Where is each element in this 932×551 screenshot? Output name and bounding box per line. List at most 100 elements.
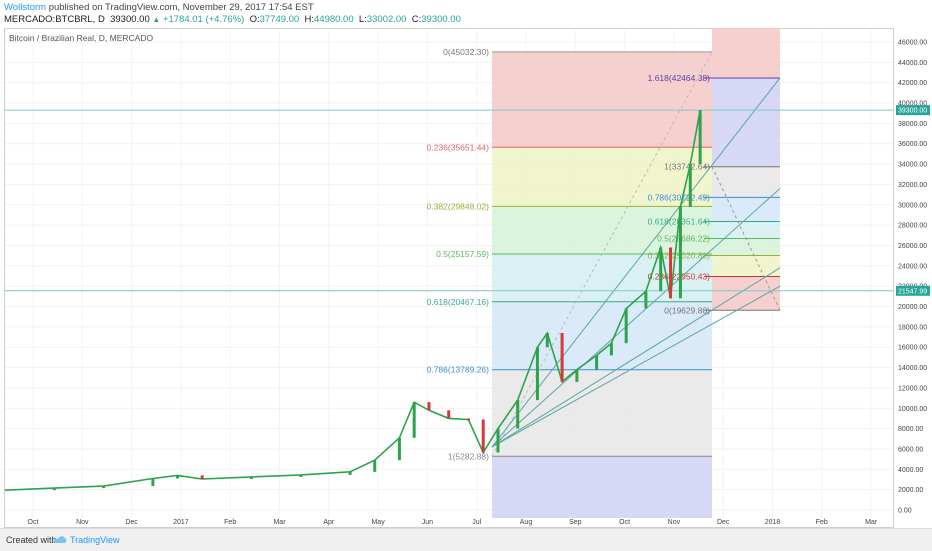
ohlc-bar: MERCADO:BTCBRL, D 39300.00 ▲ +1784.01 (+…	[4, 14, 461, 25]
created-with-text: Created with	[6, 535, 57, 545]
footer: Created with TradingView	[0, 528, 932, 551]
candle	[151, 478, 155, 487]
symbol-label: MERCADO:BTCBRL, D	[4, 14, 105, 25]
fib-extension-label: 0(19629.80)	[664, 305, 710, 315]
y-tick-label: 36000.00	[898, 141, 927, 148]
y-tick-label: 18000.00	[898, 324, 927, 331]
open-label: O:	[249, 14, 260, 25]
candle	[609, 343, 613, 356]
y-tick-label: 34000.00	[898, 162, 927, 169]
price-axis-tag	[896, 105, 930, 116]
y-tick-label: 2000.00	[898, 487, 923, 494]
low-label: L:	[358, 14, 367, 25]
candle	[52, 488, 56, 491]
price-axis-tag	[896, 285, 930, 296]
x-tick-label: 2017	[173, 519, 189, 526]
x-tick-label: Oct	[619, 519, 630, 526]
y-tick-label: 38000.00	[898, 121, 927, 128]
up-arrow-icon: ▲	[152, 15, 161, 24]
candle	[348, 471, 352, 475]
fib-retracement-zone	[492, 51, 712, 148]
fib-trend-line	[491, 51, 713, 457]
candle	[595, 355, 599, 370]
x-tick-label: Feb	[224, 519, 236, 526]
fib-extension-label: 0.5(26686.22)	[657, 233, 710, 243]
x-tick-label: Jun	[422, 519, 433, 526]
x-tick-label: Jul	[472, 519, 481, 526]
x-tick-label: Dec	[717, 519, 730, 526]
fib-retracement-zone	[492, 301, 712, 370]
candle	[496, 428, 500, 453]
fib-extension-zone	[712, 255, 780, 277]
author-link[interactable]: Wollstorm	[4, 2, 47, 13]
fib-extension-zone	[712, 28, 780, 78]
candle	[412, 402, 416, 438]
candle	[427, 402, 431, 411]
fib-retracement-zone	[492, 206, 712, 255]
candle	[624, 308, 628, 344]
fib-retracement-label: 1(5282.88)	[448, 451, 489, 461]
fib-extension-label: 0.786(30722.49)	[648, 192, 711, 202]
fib-retracement-label: 0.382(29848.02)	[427, 201, 490, 211]
fib-extension-zone	[712, 238, 780, 256]
fan-line	[491, 285, 781, 448]
x-tick-label: May	[371, 519, 385, 526]
fib-extension-zone	[712, 221, 780, 239]
tradingview-logo-icon	[53, 536, 67, 543]
y-tick-label: 0.00	[898, 508, 912, 515]
candle	[481, 419, 485, 453]
y-tick-label: 12000.00	[898, 385, 927, 392]
fib-extension-label: 0.236(22950.43)	[648, 272, 711, 282]
candle	[373, 460, 377, 472]
candle	[200, 475, 204, 479]
fib-retracement-label: 0.786(13789.26)	[427, 365, 490, 375]
candle	[516, 400, 520, 429]
candle	[678, 206, 682, 299]
x-tick-label: Apr	[323, 519, 335, 526]
candle	[176, 475, 180, 479]
fib-retracement-label: 0.5(25157.59)	[436, 249, 489, 259]
fan-line	[491, 77, 781, 448]
fib-extension-zone	[712, 197, 780, 222]
x-tick-label: Mar	[865, 519, 878, 526]
y-tick-label: 16000.00	[898, 345, 927, 352]
y-tick-label: 40000.00	[898, 101, 927, 108]
fib-retracement-zone	[492, 369, 712, 457]
open-value: 37749.00	[259, 14, 300, 25]
x-tick-label: Nov	[76, 519, 89, 526]
fan-line	[491, 267, 781, 448]
candle	[644, 291, 648, 309]
close-label: C:	[411, 14, 422, 25]
last-price: 39300.00	[110, 14, 150, 25]
x-tick-label: 2018	[765, 519, 781, 526]
fib-trend-line	[711, 166, 781, 311]
change-value: +1784.01 (+4.76%)	[162, 14, 245, 25]
fib-extension-label: 0.382(25020.80)	[648, 250, 711, 260]
y-tick-label: 10000.00	[898, 406, 927, 413]
price-chart[interactable]: 0(45032.30) 0.236(35651.44) 0.382(29848.02…	[0, 0, 932, 528]
y-tick-label: 44000.00	[898, 60, 927, 67]
candle	[698, 110, 702, 165]
fib-retracement-label: 0.236(35651.44)	[427, 142, 490, 152]
x-tick-label: Mar	[273, 519, 286, 526]
price-axis-tag-label: 21547.99	[898, 288, 927, 295]
high-label: H:	[304, 14, 315, 25]
candle	[299, 474, 303, 477]
y-tick-label: 14000.00	[898, 365, 927, 372]
fib-extension-label: 1(33742.64)	[664, 162, 710, 172]
y-tick-label: 28000.00	[898, 223, 927, 230]
tradingview-brand[interactable]: TradingView	[70, 535, 120, 545]
y-tick-label: 20000.00	[898, 304, 927, 311]
publish-info: Wollstorm published on TradingView.com, …	[4, 2, 314, 13]
candle	[560, 332, 564, 382]
fib-retracement-zone	[492, 147, 712, 207]
y-tick-label: 6000.00	[898, 446, 923, 453]
low-value: 33002.00	[366, 14, 407, 25]
x-tick-label: Dec	[125, 519, 138, 526]
candle	[447, 410, 451, 419]
x-tick-label: Sep	[569, 519, 582, 526]
high-value: 44980.00	[314, 14, 354, 25]
fan-line	[491, 188, 781, 448]
chart-title: Bitcoin / Brazilian Real, D, MERCADO	[9, 33, 154, 43]
candle	[575, 369, 579, 382]
